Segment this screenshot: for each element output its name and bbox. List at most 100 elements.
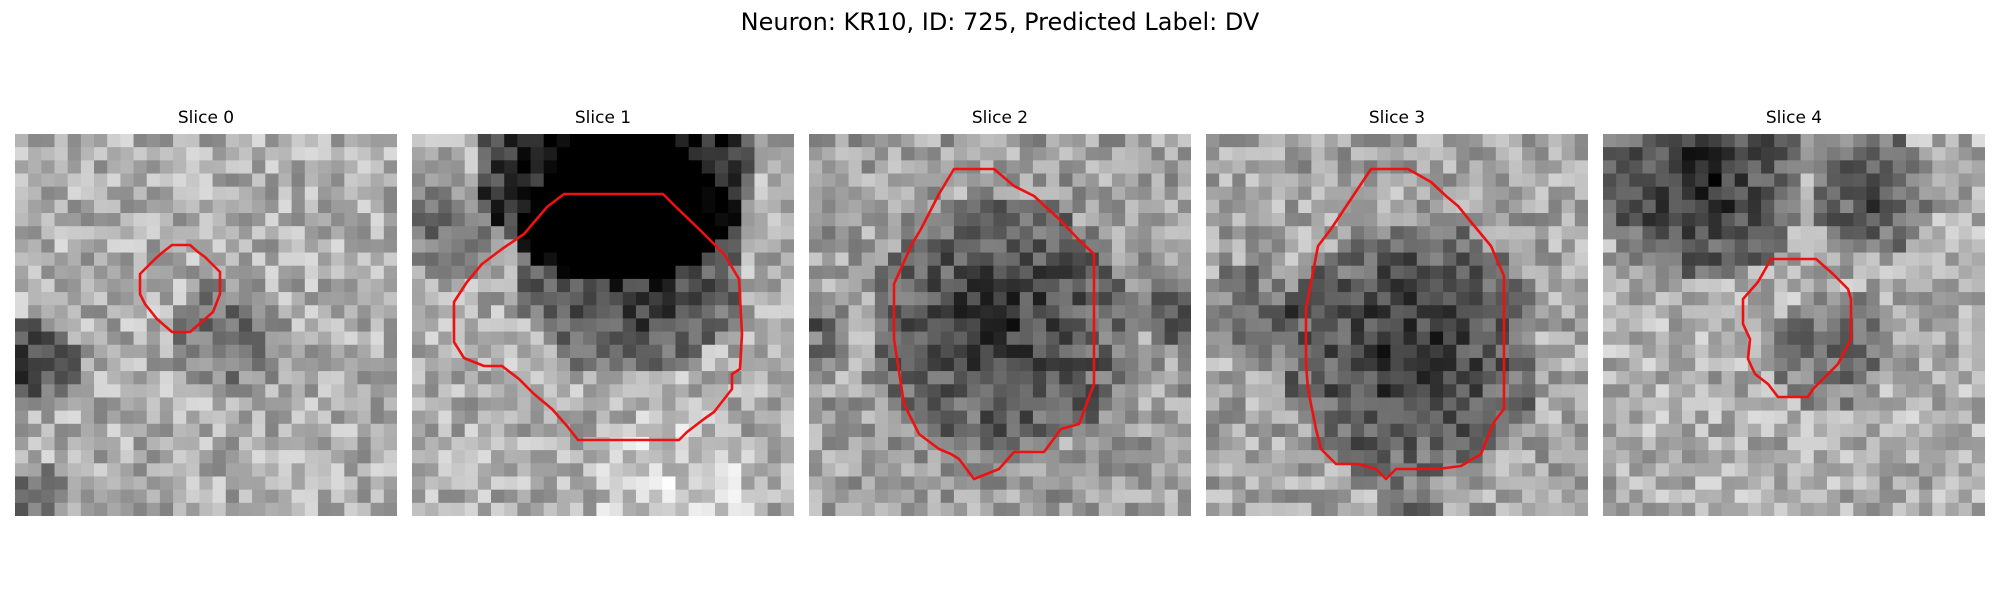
image-pixel — [1337, 278, 1352, 293]
image-pixel — [1495, 384, 1510, 399]
image-pixel — [1721, 318, 1736, 333]
image-pixel — [212, 186, 227, 201]
image-pixel — [1616, 160, 1630, 175]
image-pixel — [1642, 436, 1657, 451]
image-pixel — [133, 371, 148, 385]
neuron-contour — [1741, 257, 1853, 399]
image-pixel — [1905, 160, 1920, 175]
image-pixel — [1206, 371, 1220, 385]
image-pixel — [133, 463, 148, 478]
image-pixel — [1377, 331, 1392, 346]
image-pixel — [1866, 160, 1881, 175]
image-pixel — [1219, 410, 1233, 425]
image-pixel — [383, 450, 397, 464]
image-pixel — [1840, 278, 1854, 293]
image-pixel — [570, 226, 584, 240]
image-pixel — [438, 371, 453, 385]
image-pixel — [1629, 423, 1644, 438]
image-pixel — [225, 318, 240, 333]
image-pixel — [688, 199, 703, 214]
image-pixel — [1456, 226, 1471, 240]
image-pixel — [1495, 423, 1510, 438]
image-pixel — [28, 436, 42, 451]
image-pixel — [914, 186, 929, 201]
image-pixel — [874, 344, 889, 359]
image-pixel — [1443, 318, 1457, 333]
image-pixel — [662, 252, 677, 267]
image-pixel — [1245, 278, 1260, 293]
image-pixel — [543, 213, 558, 227]
image-pixel — [649, 318, 663, 333]
image-pixel — [451, 199, 466, 214]
image-pixel — [1932, 239, 1947, 254]
image-pixel — [1853, 436, 1868, 451]
image-pixel — [1285, 371, 1299, 385]
image-pixel — [1721, 397, 1736, 412]
image-pixel — [1826, 305, 1841, 320]
image-pixel — [1787, 371, 1802, 385]
image-pixel — [701, 502, 716, 516]
image-pixel — [265, 344, 280, 359]
image-pixel — [1747, 463, 1762, 478]
image-pixel — [412, 489, 426, 504]
image-pixel — [835, 186, 850, 201]
image-pixel — [317, 173, 332, 188]
image-pixel — [15, 173, 29, 188]
image-pixel — [914, 318, 929, 333]
image-pixel — [120, 226, 135, 240]
image-pixel — [1311, 186, 1326, 201]
image-pixel — [927, 213, 942, 227]
image-pixel — [1364, 502, 1378, 516]
image-pixel — [1774, 463, 1789, 478]
image-pixel — [1774, 476, 1789, 491]
image-pixel — [1245, 173, 1260, 188]
image-pixel — [1787, 450, 1802, 464]
image-pixel — [1508, 305, 1523, 320]
image-pixel — [1919, 357, 1933, 372]
image-pixel — [1059, 199, 1074, 214]
image-pixel — [412, 476, 426, 491]
image-pixel — [1695, 489, 1709, 504]
image-pixel — [1629, 450, 1644, 464]
image-pixel — [1177, 344, 1191, 359]
image-pixel — [1456, 147, 1471, 161]
image-pixel — [1879, 265, 1894, 280]
image-pixel — [1219, 331, 1233, 346]
image-pixel — [504, 331, 518, 346]
image-pixel — [530, 489, 545, 504]
image-pixel — [927, 371, 942, 385]
image-pixel — [1377, 489, 1392, 504]
image-pixel — [1603, 502, 1617, 516]
image-pixel — [741, 502, 756, 516]
image-pixel — [822, 160, 836, 175]
image-pixel — [1443, 147, 1457, 161]
image-pixel — [1603, 186, 1617, 201]
image-pixel — [159, 265, 174, 280]
image-pixel — [570, 502, 584, 516]
image-pixel — [1853, 278, 1868, 293]
image-pixel — [265, 160, 280, 175]
image-pixel — [1416, 357, 1431, 372]
image-pixel — [927, 265, 942, 280]
image-pixel — [1006, 186, 1021, 201]
image-pixel — [1311, 502, 1326, 516]
image-pixel — [754, 344, 769, 359]
image-pixel — [888, 252, 902, 267]
image-pixel — [1059, 305, 1074, 320]
image-pixel — [1111, 173, 1126, 188]
slice-title-4: Slice 4 — [1765, 108, 1823, 128]
image-pixel — [1390, 410, 1405, 425]
image-pixel — [927, 160, 942, 175]
image-pixel — [1879, 213, 1894, 227]
image-pixel — [1905, 489, 1920, 504]
image-pixel — [780, 134, 794, 148]
image-pixel — [754, 252, 769, 267]
image-pixel — [265, 410, 280, 425]
image-pixel — [1522, 173, 1536, 188]
image-pixel — [1059, 450, 1074, 464]
image-pixel — [1138, 186, 1153, 201]
image-pixel — [861, 410, 876, 425]
image-pixel — [317, 436, 332, 451]
image-pixel — [1164, 357, 1179, 372]
image-pixel — [1548, 436, 1563, 451]
